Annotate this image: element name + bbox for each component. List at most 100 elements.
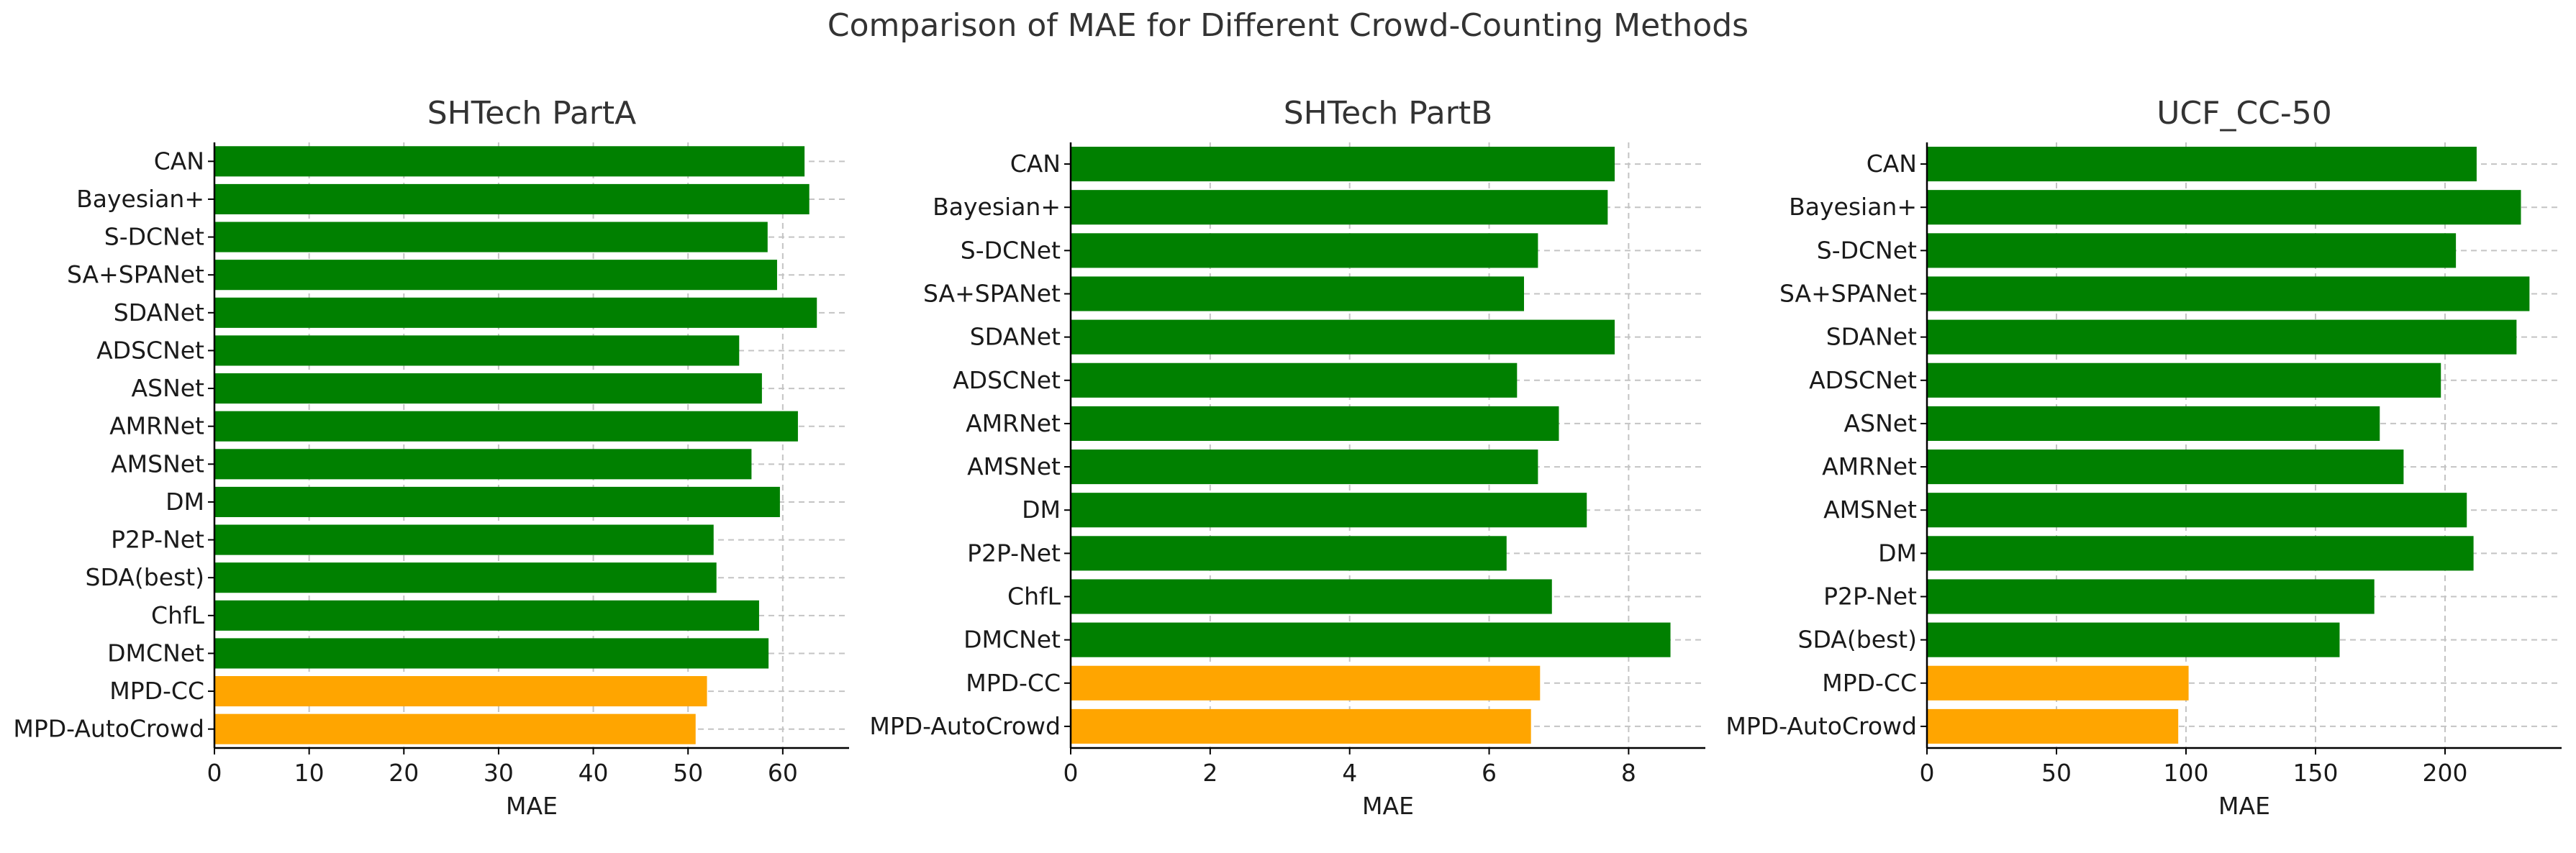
panel-title: UCF_CC-50	[2157, 95, 2332, 132]
y-tick-label: MPD-AutoCrowd	[1725, 712, 1917, 740]
x-tick-label: 4	[1342, 759, 1357, 787]
bar-sda-best	[214, 562, 717, 593]
bar-sa-spanet	[1927, 276, 2530, 311]
figure-title: Comparison of MAE for Different Crowd-Co…	[827, 7, 1749, 44]
y-tick-label: MPD-CC	[966, 669, 1061, 697]
bar-p2p-net	[1927, 579, 2375, 614]
y-tick-label: AMRNet	[1822, 452, 1917, 480]
x-tick-label: 0	[1920, 759, 1935, 787]
x-tick-label: 50	[673, 759, 703, 787]
y-tick-label: SDANet	[970, 323, 1061, 351]
y-tick-label: SDANet	[114, 298, 204, 327]
y-tick-label: DM	[1022, 496, 1061, 524]
x-tick-label: 100	[2164, 759, 2209, 787]
y-tick-label: Bayesian+	[1789, 193, 1917, 221]
y-tick-label: AMSNet	[967, 452, 1061, 480]
bar-bayesian	[214, 183, 809, 214]
y-tick-label: SDA(best)	[86, 563, 204, 591]
bar-mpd-autocrowd	[1927, 708, 2179, 744]
y-tick-label: DM	[165, 488, 204, 516]
bar-s-dcnet	[1927, 233, 2457, 268]
bar-chfl	[1071, 579, 1552, 614]
bar-bayesian	[1071, 190, 1608, 225]
bar-sda-best	[1927, 622, 2340, 657]
y-tick-label: Bayesian+	[933, 193, 1061, 221]
y-tick-label: ChfL	[1007, 583, 1061, 611]
y-tick-label: DM	[1878, 539, 1917, 567]
bar-can	[1071, 147, 1615, 182]
bar-mpd-cc	[214, 676, 707, 707]
bar-dm	[214, 486, 780, 517]
y-tick-label: AMSNet	[111, 450, 204, 478]
bar-can	[1927, 147, 2477, 182]
x-tick-label: 150	[2293, 759, 2339, 787]
x-tick-label: 40	[579, 759, 609, 787]
x-tick-label: 6	[1482, 759, 1497, 787]
bar-p2p-net	[1071, 536, 1507, 571]
x-axis-label: MAE	[2218, 792, 2270, 820]
bar-bayesian	[1927, 190, 2521, 225]
y-tick-label: AMRNet	[966, 409, 1061, 437]
y-tick-label: P2P-Net	[111, 526, 204, 554]
bar-s-dcnet	[1071, 233, 1538, 268]
bar-mpd-autocrowd	[214, 713, 696, 744]
y-tick-label: SA+SPANet	[923, 280, 1061, 308]
chart-panel-3: UCF_CC-50 CAN Bayesian+ S-DCNet SA+SPANet SDA…	[1725, 95, 2562, 820]
bar-dmcnet	[214, 638, 769, 669]
y-tick-label: DMCNet	[963, 626, 1061, 654]
bar-adscnet	[1927, 362, 2441, 398]
x-tick-label: 20	[389, 759, 419, 787]
x-tick-label: 50	[2041, 759, 2072, 787]
y-tick-label: ChfL	[151, 601, 205, 629]
y-tick-label: ASNet	[1844, 409, 1918, 437]
bar-amsnet	[1927, 493, 2467, 528]
y-tick-label: AMSNet	[1823, 496, 1917, 524]
bar-sdanet	[214, 297, 817, 328]
bar-mpd-cc	[1071, 665, 1541, 701]
x-tick-label: 60	[768, 759, 798, 787]
x-tick-label: 0	[1063, 759, 1079, 787]
bar-can	[214, 146, 805, 177]
y-tick-label: SDANet	[1826, 323, 1917, 351]
bar-adscnet	[214, 335, 740, 366]
bar-sa-spanet	[1071, 276, 1524, 311]
bar-dm	[1927, 536, 2474, 571]
x-axis-label: MAE	[506, 792, 558, 820]
x-tick-label: 10	[294, 759, 325, 787]
bar-amrnet	[214, 411, 798, 442]
y-tick-label: MPD-CC	[109, 677, 204, 705]
y-tick-label: CAN	[1010, 150, 1061, 178]
bar-amsnet	[1071, 450, 1538, 485]
y-tick-label: S-DCNet	[1817, 236, 1917, 264]
y-tick-label: MPD-CC	[1822, 669, 1917, 697]
y-tick-label: Bayesian+	[76, 185, 204, 213]
x-tick-label: 8	[1621, 759, 1636, 787]
bar-amrnet	[1927, 450, 2404, 485]
panel-title: SHTech PartB	[1284, 95, 1493, 132]
bar-mpd-cc	[1927, 665, 2189, 701]
y-tick-label: CAN	[154, 147, 204, 175]
y-tick-label: ADSCNet	[1809, 366, 1917, 394]
x-tick-label: 2	[1202, 759, 1217, 787]
x-tick-label: 200	[2423, 759, 2468, 787]
bar-dmcnet	[1071, 622, 1671, 657]
y-tick-label: ADSCNet	[96, 336, 204, 364]
bar-asnet	[1927, 406, 2380, 441]
bar-adscnet	[1071, 362, 1518, 398]
chart-panel-1: SHTech PartA CAN Bayesian+ S-DCNet SA+SPANet…	[13, 95, 849, 820]
bar-mpd-autocrowd	[1071, 708, 1531, 744]
bar-chfl	[214, 600, 759, 631]
y-tick-label: S-DCNet	[104, 223, 204, 251]
y-tick-label: CAN	[1867, 150, 1917, 178]
x-axis-label: MAE	[1362, 792, 1414, 820]
panel-title: SHTech PartA	[427, 95, 637, 132]
y-tick-label: ASNet	[132, 374, 205, 402]
y-tick-label: AMRNet	[109, 412, 204, 440]
y-tick-label: MPD-AutoCrowd	[13, 715, 204, 743]
y-tick-label: SDA(best)	[1798, 626, 1917, 654]
bar-s-dcnet	[214, 222, 768, 252]
chart-panel-2: SHTech PartB CAN Bayesian+ S-DCNet SA+SPANet…	[869, 95, 1705, 820]
y-tick-label: DMCNet	[107, 639, 204, 667]
